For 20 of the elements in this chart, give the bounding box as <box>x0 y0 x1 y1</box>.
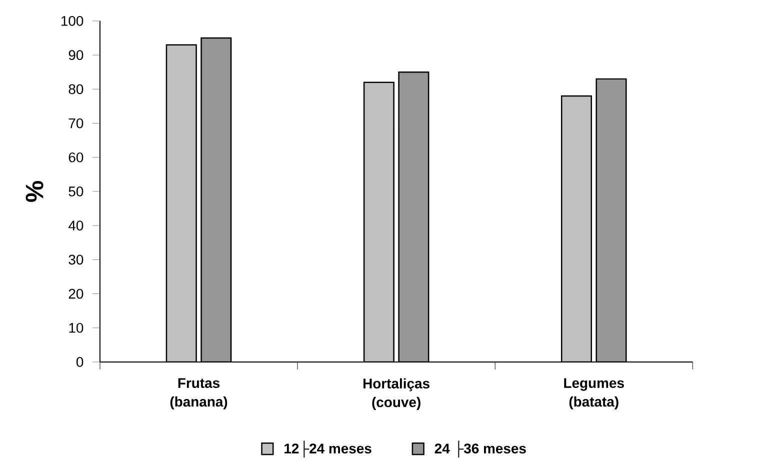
y-tick-label: 90 <box>68 50 84 60</box>
x-tick-label: Frutas (banana) <box>170 378 228 410</box>
y-tick-label: 20 <box>68 288 84 299</box>
x-tick-label: Hortaliças (couve) <box>364 378 430 410</box>
bar <box>200 37 232 362</box>
legend-label: 12├24 meses <box>284 440 372 458</box>
y-tick-label: 0 <box>76 356 84 367</box>
y-tick-label: 70 <box>68 118 84 128</box>
y-tick-label: 30 <box>68 254 84 265</box>
y-tick-label: 50 <box>68 186 84 196</box>
bar <box>596 78 627 362</box>
y-tick-label: 10 <box>69 322 84 333</box>
bar <box>398 71 430 362</box>
x-tick-label: Legumes (batata) <box>564 378 624 410</box>
y-tick-label: 80 <box>68 84 84 94</box>
y-tick-label: 40 <box>68 220 84 230</box>
y-axis-title: % <box>26 181 44 202</box>
legend-label: 24 ├36 meses <box>434 440 526 458</box>
y-tick-label: 60 <box>68 152 84 162</box>
y-tick-label: 100 <box>61 16 84 26</box>
